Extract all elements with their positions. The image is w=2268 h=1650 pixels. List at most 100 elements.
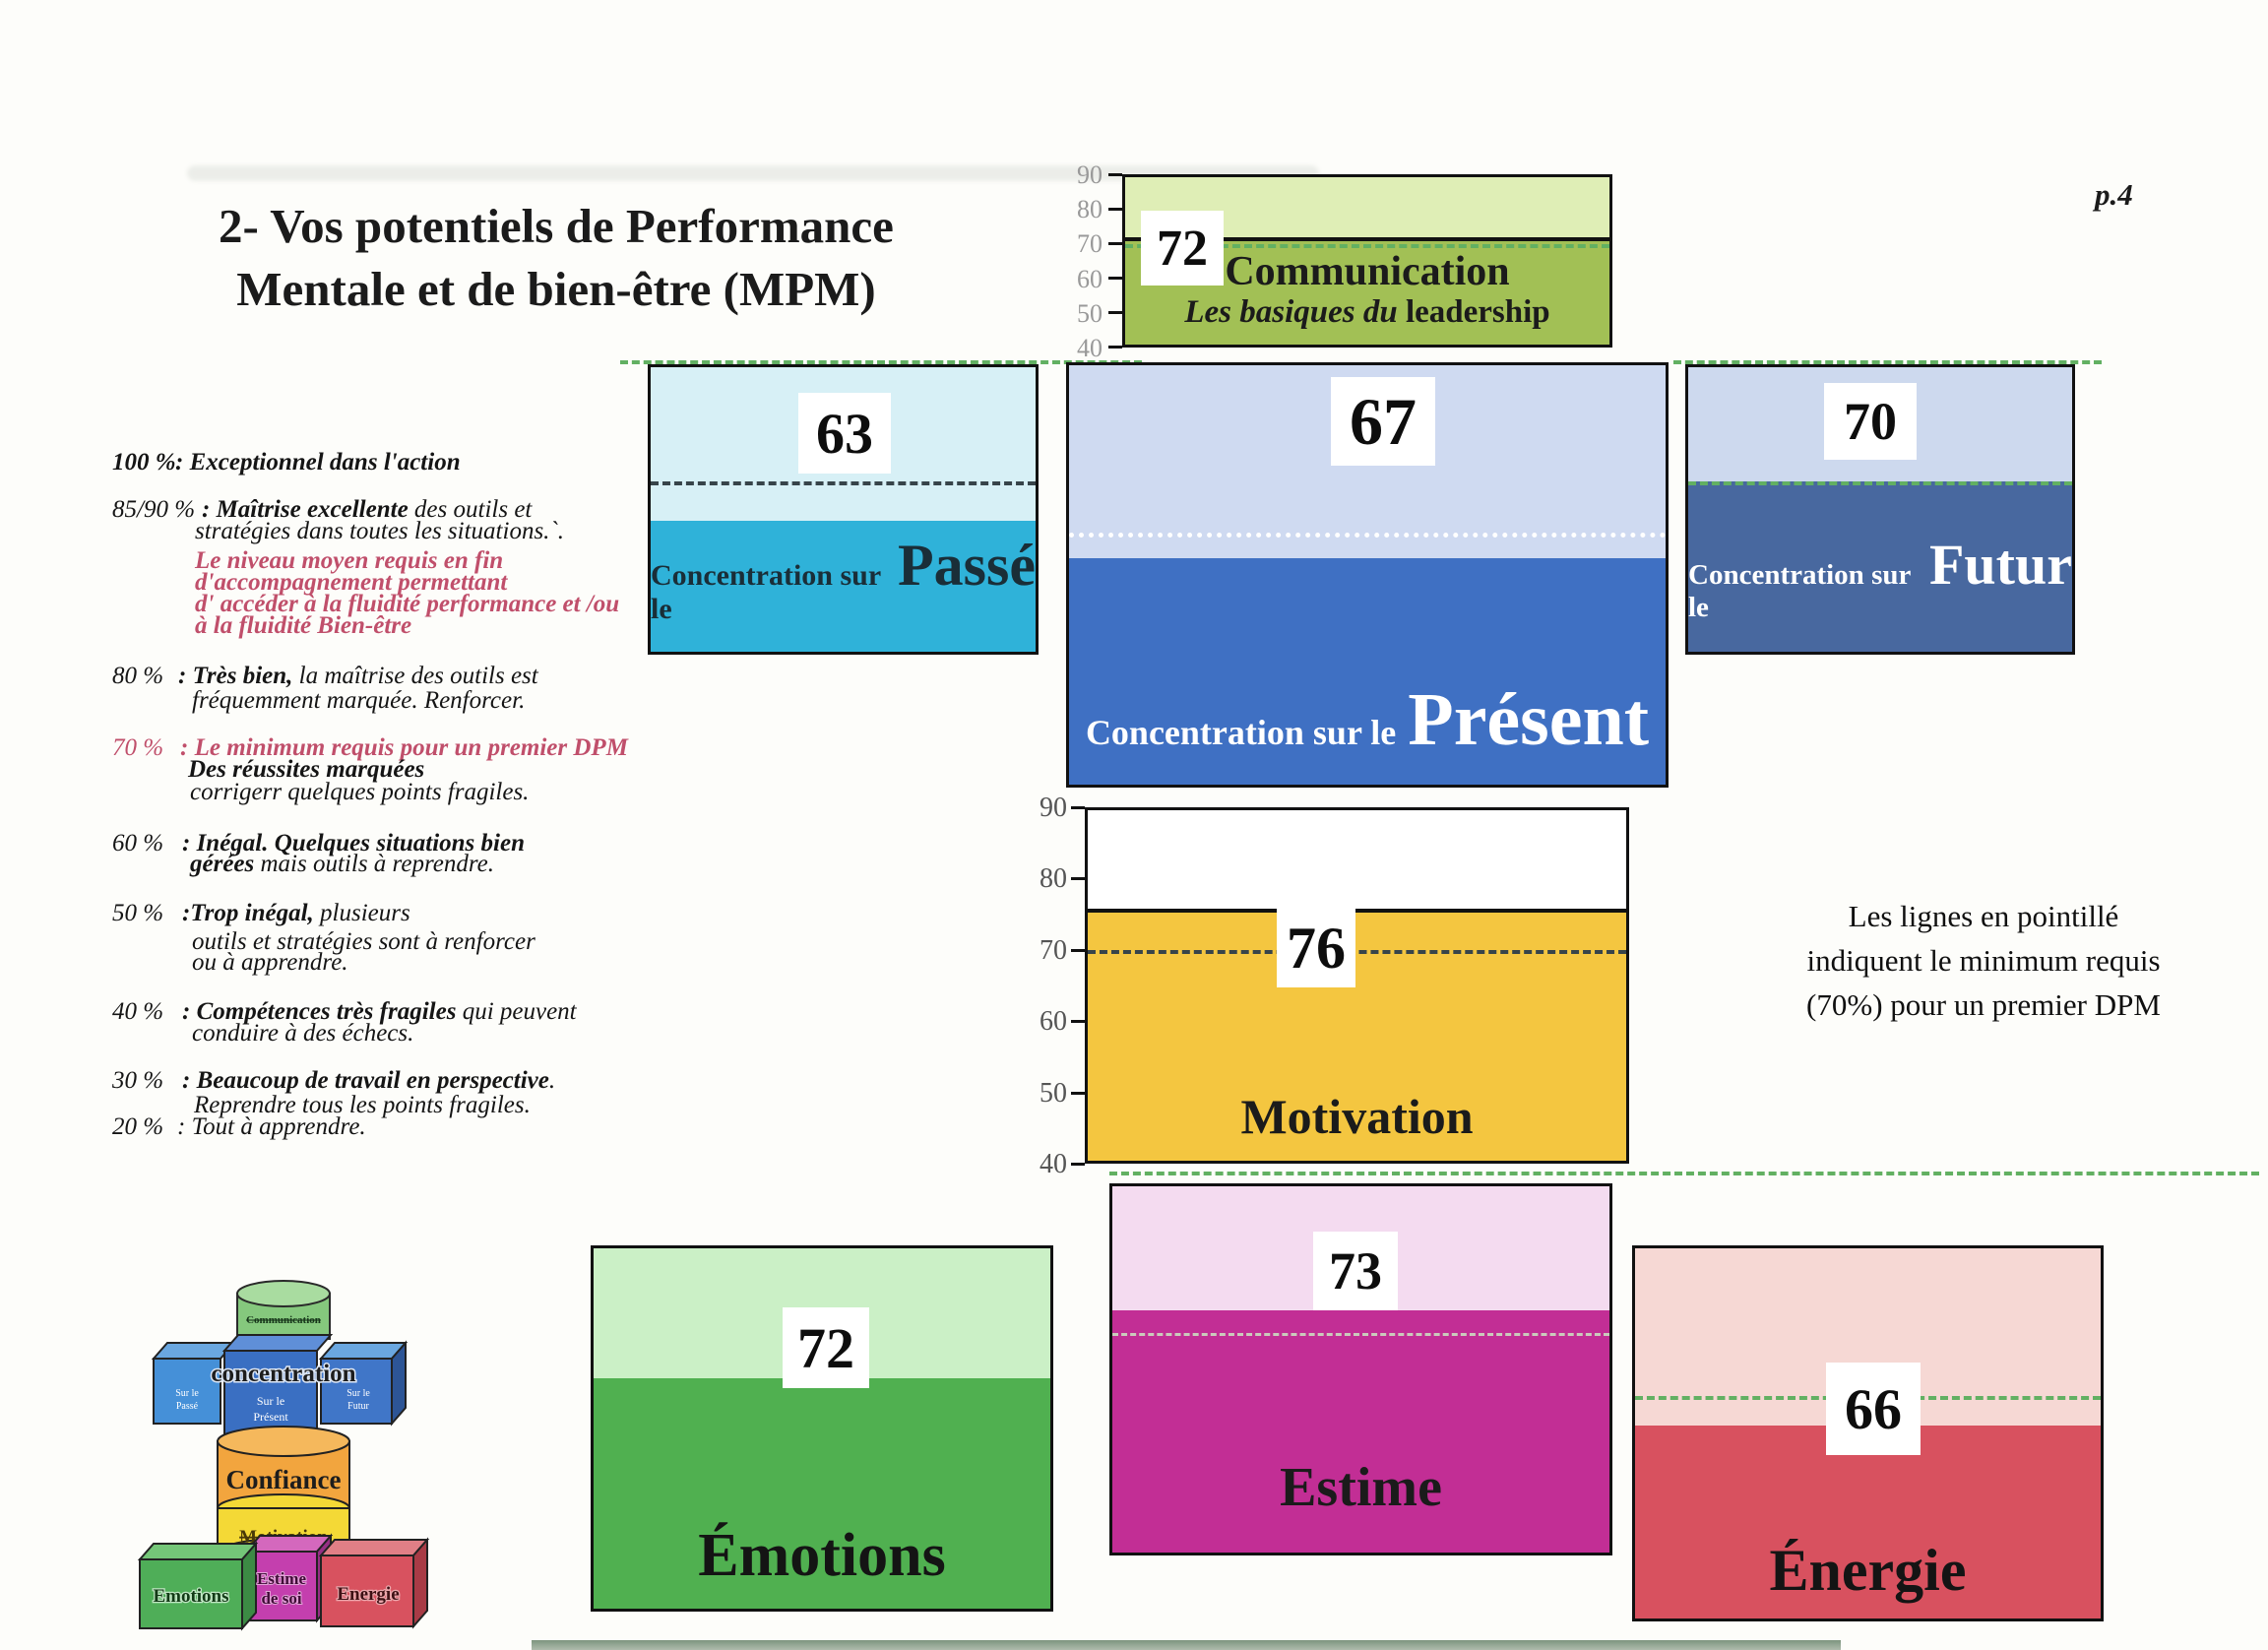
passe-threshold-line [651, 480, 1036, 485]
legend-row-30: 30 % : Beaucoup de travail en perspectiv… [0, 1067, 630, 1103]
present-label-prefix: Concentration sur le [1085, 713, 1397, 752]
pyramid-communication-label: Communication [246, 1314, 321, 1326]
note-line3: (70%) pour un premier DPM [1806, 987, 2161, 1022]
futur-bar-fill [1688, 480, 2072, 652]
legend-pct: 50 % [112, 900, 164, 926]
legend-row-40-line2: conduire à des échecs. [0, 1020, 630, 1055]
comm-axis-tickmark [1108, 311, 1122, 314]
legend-text: : Tout à apprendre. [177, 1113, 366, 1140]
pyramid-energie-label: Energie [337, 1584, 399, 1605]
energie-score: 66 [1826, 1363, 1921, 1455]
motiv-axis-tickmark [1071, 1163, 1085, 1166]
legend-row-85-red2: d'accompagnement permettant [0, 569, 630, 604]
motiv-axis-tickmark [1071, 1092, 1085, 1095]
comm-axis-tickmark [1108, 173, 1122, 176]
motiv-axis-tickmark [1071, 949, 1085, 952]
legend-pct: 70 % [112, 734, 164, 761]
estime-label: Estime [1280, 1457, 1442, 1518]
page-title-line1: 2- Vos potentiels de Performance [219, 199, 894, 253]
energie-label: Énergie [1769, 1538, 1967, 1603]
motiv-axis-tickmark [1071, 806, 1085, 809]
motivation-chart: 76 Motivation [1085, 807, 1629, 1164]
legend-text: Reprendre tous les points fragiles. [194, 1092, 531, 1118]
legend-pct: 85/90 % [112, 496, 196, 523]
communication-chart: 72 Communication Les basiques du leaders… [1122, 174, 1612, 348]
comm-axis-tick-70: 70 [1077, 229, 1102, 258]
communication-chart-title: Communication [1225, 249, 1510, 294]
present-score: 67 [1331, 377, 1435, 466]
legend-row-50-line3: ou à apprendre. [0, 949, 630, 984]
minimum-dashed-line-top-left [620, 360, 1142, 364]
legend-row-100: 100 % : Exceptionnel dans l'action [0, 449, 630, 484]
futur-label-prefix: Concentration sur le [1688, 559, 1911, 623]
cube-emotions-top [137, 1543, 259, 1560]
legend-row-50: 50 % :Trop inégal, plusieurs [0, 900, 630, 935]
legend-text-red: d' accéder à la fluidité performance et … [195, 591, 620, 617]
legend-text: Des réussites marquées [188, 756, 425, 783]
futur-score: 70 [1824, 383, 1917, 460]
estime-threshold-line [1112, 1332, 1609, 1336]
cube-emotions-front [139, 1558, 243, 1629]
passe-score: 63 [798, 393, 891, 474]
cube-energie-top [318, 1539, 430, 1556]
page-bottom-strip [532, 1640, 1841, 1650]
note-line2: indiquent le minimum requis [1806, 943, 2161, 978]
estime-bar-fill [1112, 1310, 1609, 1553]
legend-text: corrigerr quelques points fragiles. [190, 779, 530, 805]
concentration-passe-chart: 63 Concentration sur le Passé [648, 364, 1039, 655]
motiv-axis-tick-50: 50 [1040, 1078, 1067, 1109]
pyramid-futur-l2: Futur [347, 1401, 369, 1412]
legend-pct: 100 % [112, 449, 176, 476]
motiv-axis-tick-90: 90 [1040, 793, 1067, 823]
legend-text: : Inégal. Quelques situations bien [182, 830, 525, 857]
cube-passe-top [151, 1342, 237, 1360]
note-line1: Les lignes en pointillé [1848, 899, 2119, 933]
futur-threshold-line [1688, 480, 2072, 485]
legend-row-85-red1: Le niveau moyen requis en fin [0, 547, 630, 583]
page-number: p.4 [2095, 177, 2133, 212]
legend-row-60-line2: gérées mais outils à reprendre. [0, 851, 630, 886]
dotted-line-note: Les lignes en pointillé indiquent le min… [1792, 894, 2175, 1027]
legend-row-30-line2: Reprendre tous les points fragiles. [0, 1092, 630, 1127]
legend-row-70-line2: Des réussites marquées [0, 756, 630, 792]
legend-text-red: Le niveau moyen requis en fin [195, 547, 504, 574]
motiv-axis-tick-60: 60 [1040, 1006, 1067, 1037]
legend-text: : Compétences très fragiles qui peuvent [182, 998, 577, 1025]
energie-chart: 66 Énergie [1632, 1245, 2104, 1621]
motiv-axis-tickmark [1071, 1020, 1085, 1023]
motivation-label: Motivation [1240, 1089, 1474, 1144]
minimum-dashed-line-middle [1109, 1172, 2259, 1175]
legend-row-40: 40 % : Compétences très fragiles qui peu… [0, 998, 630, 1034]
comm-axis-tick-90: 90 [1077, 160, 1102, 189]
motivation-threshold-line [1088, 950, 1626, 955]
page-title: 2- Vos potentiels de Performance Mentale… [148, 195, 965, 321]
legend-row-60: 60 % : Inégal. Quelques situations bien [0, 830, 630, 865]
mpm-pyramid-diagram: Communication concentration Sur le Passé… [136, 1262, 431, 1636]
pyramid-present-l2: Présent [253, 1410, 288, 1424]
legend-row-50-line2: outils et stratégies sont à renforcer [0, 928, 630, 964]
legend-text: : Très bien, la maîtrise des outils est [178, 663, 538, 689]
legend-text: :Trop inégal, plusieurs [182, 900, 410, 926]
cube-estime-front [245, 1551, 318, 1621]
comm-axis-tickmark [1108, 277, 1122, 280]
emotions-bar-fill [594, 1377, 1050, 1609]
pyramid-estime-l1: Estime [257, 1569, 307, 1588]
scan-smudge-artifact [187, 165, 1319, 181]
legend-row-85-line2: stratégies dans toutes les situations.`. [0, 518, 630, 553]
energie-bar-fill [1635, 1426, 2101, 1618]
cylinder-communication-top [236, 1280, 331, 1307]
estime-score: 73 [1313, 1232, 1398, 1310]
legend-text-red: d'accompagnement permettant [195, 569, 508, 596]
pyramid-futur-l1: Sur le [346, 1388, 370, 1399]
comm-axis-tick-80: 80 [1077, 195, 1102, 223]
legend-text: : Maîtrise excellente des outils et [202, 496, 533, 523]
pyramid-concentration-label: concentration [211, 1361, 355, 1387]
futur-label-main: Futur [1929, 533, 2072, 597]
comm-axis-tick-50: 50 [1077, 299, 1102, 328]
legend-row-70-line3: corrigerr quelques points fragiles. [0, 779, 630, 814]
comm-axis-tick-60: 60 [1077, 265, 1102, 293]
legend-pct: 30 % [112, 1067, 164, 1094]
minimum-dashed-line-top-right [1673, 360, 2102, 364]
legend-text: conduire à des échecs. [192, 1020, 414, 1047]
cube-futur-front [320, 1358, 393, 1425]
